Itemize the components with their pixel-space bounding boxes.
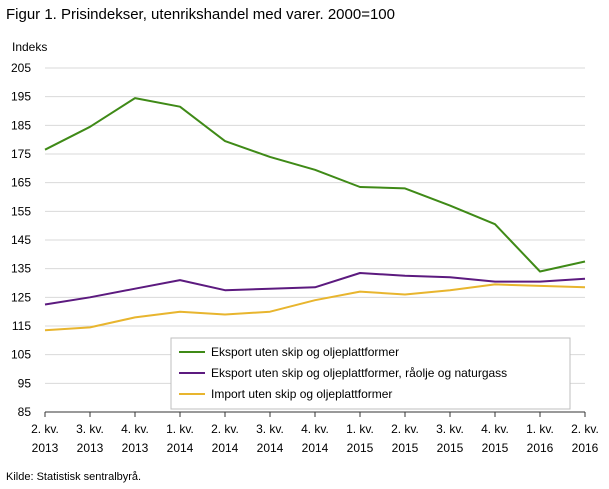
x-tick-label-year: 2016	[572, 441, 599, 455]
x-tick-label: 2. kv.	[391, 422, 419, 436]
x-tick-label: 3. kv.	[436, 422, 464, 436]
x-tick-label-year: 2014	[212, 441, 239, 455]
y-tick-label: 135	[11, 262, 31, 276]
y-tick-label: 95	[18, 376, 32, 390]
x-tick-label: 2. kv.	[571, 422, 599, 436]
y-tick-label: 165	[11, 176, 31, 190]
series-lines	[44, 97, 586, 332]
y-tick-label: 175	[11, 147, 31, 161]
x-tick-label: 1. kv.	[346, 422, 374, 436]
y-tick-label: 85	[18, 405, 32, 419]
x-tick-label-year: 2014	[257, 441, 284, 455]
x-tick-label: 4. kv.	[121, 422, 149, 436]
y-tick-label: 115	[12, 319, 31, 333]
x-tick-label-year: 2013	[77, 441, 104, 455]
x-tick-label: 4. kv.	[301, 422, 329, 436]
y-axis-label: Indeks	[12, 40, 47, 54]
x-tick-label: 2. kv.	[211, 422, 239, 436]
legend-label-1: Eksport uten skip og oljeplattformer, rå…	[211, 366, 507, 380]
y-tick-label: 185	[11, 118, 31, 132]
y-tick-label: 195	[11, 90, 31, 104]
series-line-1	[44, 272, 586, 306]
x-tick-label-year: 2014	[302, 441, 329, 455]
legend: Eksport uten skip og oljeplattformer Eksp…	[170, 337, 571, 410]
x-tick-label: 2. kv.	[31, 422, 59, 436]
gridlines	[45, 67, 585, 384]
x-tick-label-year: 2015	[392, 441, 419, 455]
axes: 85 95 105 115 125 135 145 155 165 175 185 195 205 Ind…	[11, 40, 599, 455]
x-tick-label: 3. kv.	[256, 422, 284, 436]
x-tick-label: 1. kv.	[166, 422, 194, 436]
x-tick-label: 1. kv.	[526, 422, 554, 436]
legend-label-0: Eksport uten skip og oljeplattformer	[211, 345, 399, 359]
x-tick-label-year: 2016	[527, 441, 554, 455]
x-tick-label: 3. kv.	[76, 422, 104, 436]
x-tick-label-year: 2015	[482, 441, 509, 455]
x-tick-label-year: 2015	[437, 441, 464, 455]
series-line-0	[44, 97, 586, 273]
x-tick-label-year: 2013	[32, 441, 59, 455]
y-tick-label: 125	[11, 290, 31, 304]
legend-box	[170, 337, 571, 410]
y-tick-label: 105	[11, 348, 31, 362]
chart-title: Figur 1. Prisindekser, utenrikshandel me…	[6, 6, 395, 23]
source-note: Kilde: Statistisk sentralbyrå.	[6, 471, 142, 483]
x-tick-label: 4. kv.	[481, 422, 509, 436]
x-tick-label-year: 2015	[347, 441, 374, 455]
y-tick-label: 145	[11, 233, 31, 247]
x-tick-label-year: 2013	[122, 441, 149, 455]
legend-label-2: Import uten skip og oljeplattformer	[211, 387, 392, 401]
y-tick-label: 205	[11, 61, 31, 75]
x-tick-label-year: 2014	[167, 441, 194, 455]
series-line-2	[44, 283, 586, 332]
y-tick-label: 155	[11, 204, 31, 218]
